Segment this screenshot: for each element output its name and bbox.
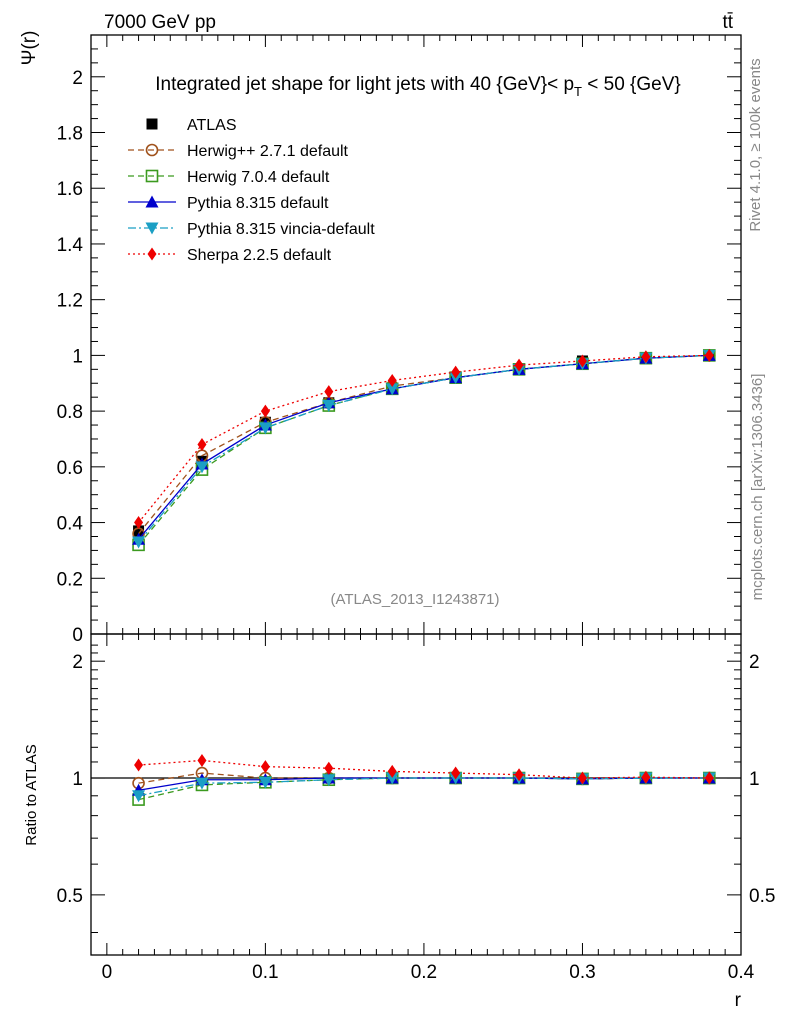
legend-label: Pythia 8.315 vincia-default [187,221,375,238]
legend-marker [145,143,159,157]
data-point [641,770,651,784]
data-point [704,348,714,362]
x-axis-label: r [735,990,742,1011]
y-tick-label: 1.2 [57,291,83,312]
legend-label: Pythia 8.315 default [187,195,329,212]
x-tick-label: 0 [102,962,113,983]
data-point [704,771,714,785]
process-label: tt̄ [722,12,733,33]
series-line [138,777,710,797]
data-point [197,753,207,767]
data-point [197,438,207,452]
data-point [132,536,146,549]
y-tick-label-right: 1 [749,769,760,790]
data-point [385,383,399,396]
x-tick-label: 0.1 [252,962,278,983]
series-line [138,777,710,801]
main-title: Integrated jet shape for light jets with… [155,74,681,99]
y-tick-label: 2 [72,68,83,89]
legend-marker [147,247,157,261]
series-line [138,777,710,791]
series-line [138,759,710,779]
y-tick-label: 1 [72,346,83,367]
legend-label: Herwig++ 2.7.1 default [187,143,349,160]
energy-label: 7000 GeV pp [104,12,216,33]
x-tick-label: 0.4 [728,962,755,983]
data-point [577,771,587,785]
legend-label: Sherpa 2.2.5 default [187,247,332,264]
series-line [138,354,710,523]
y-tick-label: 0.8 [57,402,83,423]
y-tick-label: 0.4 [57,514,84,535]
x-tick-label: 0.2 [411,962,437,983]
y-tick-label: 1.4 [57,235,84,256]
plot-frame [90,633,742,956]
data-point [195,461,209,474]
y-tick-label: 1 [72,769,83,790]
y-tick-label: 0 [72,625,83,646]
data-point [451,365,461,379]
data-point [195,777,209,790]
legend-marker [145,222,159,235]
y-tick-label: 0.5 [57,886,83,907]
legend-marker [145,169,159,183]
legend-label: Herwig 7.0.4 default [187,169,330,186]
legend-marker [145,195,159,208]
y-tick-label: 0.6 [57,458,83,479]
data-point [514,358,524,372]
y-tick-label: 1.6 [57,179,83,200]
main-y-axis-label: Ψ(r) [19,31,40,66]
data-point [134,758,144,772]
data-point [387,764,397,778]
data-point [260,760,270,774]
main-panel: 0 0.2 0.4 0.6 0.8 1 1.2 1.4 1.6 1.8 2 [57,34,742,646]
data-point [322,774,336,787]
data-point [324,761,334,775]
legend: ATLAS Herwig++ 2.7.1 default Herwig 7.0.4 … [128,117,375,264]
series-line [138,354,710,535]
data-point [385,772,399,785]
legend-marker [146,118,158,130]
data-point [258,422,272,435]
mcplots-label: mcplots.cern.ch [arXiv:1306.3436] [749,374,766,601]
data-point [641,350,651,364]
y-tick-label: 1.8 [57,124,83,145]
data-point [133,525,145,537]
y-tick-label-right: 2 [749,652,760,673]
data-point [387,373,397,387]
watermark-label: (ATLAS_2013_I1243871) [330,591,499,608]
data-point [134,516,144,530]
data-point [451,766,461,780]
ratio-panel: 0 0.1 0.2 0.3 0.4 0.5 0.5 1 1 2 2 [57,633,775,983]
x-tick-label: 0.3 [569,962,595,983]
ratio-y-axis-label: Ratio to ATLAS [23,744,40,845]
legend-label: ATLAS [187,117,237,134]
y-tick-label: 2 [72,652,83,673]
rivet-label: Rivet 4.1.0, ≥ 100k events [747,58,764,231]
data-point [260,404,270,418]
series-line [138,354,710,543]
data-point [514,768,524,782]
data-point [132,790,146,803]
data-point [258,776,272,789]
data-point [322,400,336,413]
y-tick-label: 0.2 [57,569,83,590]
data-point [577,354,587,368]
data-point [324,385,334,399]
y-tick-label-right: 0.5 [749,886,775,907]
